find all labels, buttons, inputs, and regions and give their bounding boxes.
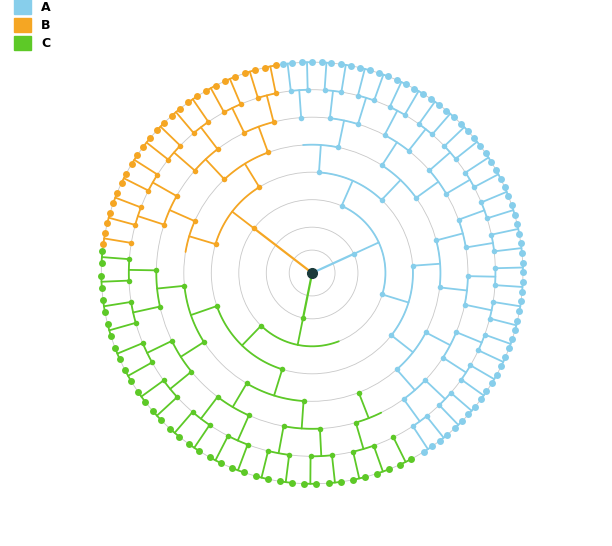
Legend: A, B, C: A, B, C <box>10 0 54 50</box>
